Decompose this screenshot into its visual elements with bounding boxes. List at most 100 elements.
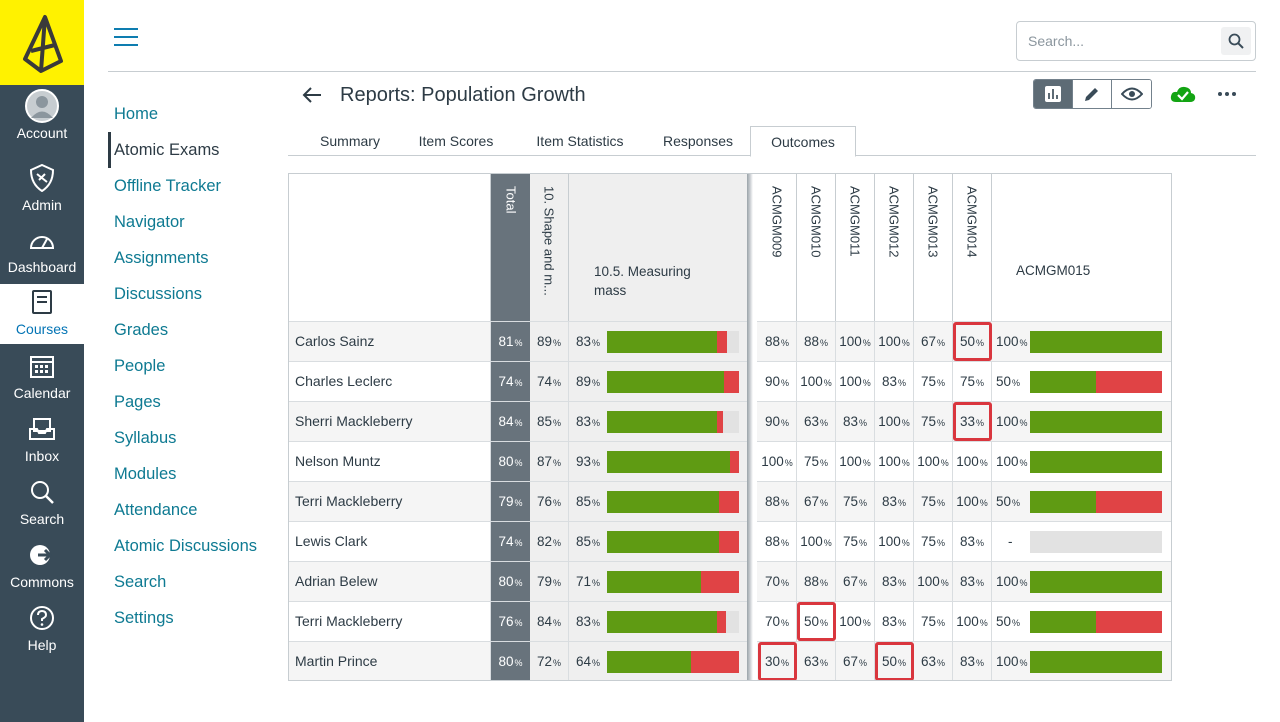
course-nav-atomic-exams[interactable]: Atomic Exams bbox=[108, 132, 278, 168]
outcome-progress-bar bbox=[1030, 531, 1162, 553]
bar-red-segment bbox=[1096, 491, 1162, 513]
student-name[interactable]: Martin Prince bbox=[289, 642, 491, 680]
bar-green-segment bbox=[1030, 331, 1162, 353]
percent-sign: % bbox=[820, 618, 829, 628]
global-nav-calendar[interactable]: Calendar bbox=[0, 348, 84, 411]
tab-responses[interactable]: Responses bbox=[662, 133, 734, 149]
course-nav-assignments[interactable]: Assignments bbox=[114, 249, 209, 267]
course-nav-modules[interactable]: Modules bbox=[114, 465, 177, 483]
back-button[interactable] bbox=[300, 84, 324, 106]
bar-green-segment bbox=[607, 331, 717, 353]
outcome-score-acmgm015: 100% bbox=[992, 322, 1171, 361]
course-nav-syllabus[interactable]: Syllabus bbox=[114, 429, 177, 447]
global-nav-help[interactable]: Help bbox=[0, 600, 84, 663]
percent-sign: % bbox=[823, 538, 832, 548]
percent-sign: % bbox=[553, 458, 562, 468]
student-name[interactable]: Sherri Mackleberry bbox=[289, 402, 491, 441]
course-nav-attendance[interactable]: Attendance bbox=[114, 501, 198, 519]
header-outcome-acmgm014[interactable]: ACMGM014 bbox=[953, 174, 992, 321]
global-nav-courses[interactable]: Courses bbox=[0, 284, 84, 344]
global-nav-dashboard[interactable]: Dashboard bbox=[0, 222, 84, 285]
student-name[interactable]: Nelson Muntz bbox=[289, 442, 491, 481]
cell-value: 83 bbox=[881, 374, 897, 389]
percent-sign: % bbox=[862, 378, 871, 388]
global-nav-label: Commons bbox=[10, 574, 74, 590]
percent-sign: % bbox=[901, 338, 910, 348]
search-icon bbox=[29, 474, 55, 510]
header-outcome-acmgm012[interactable]: ACMGM012 bbox=[875, 174, 914, 321]
outcome-score-acmgm011: 75% bbox=[836, 482, 875, 521]
subgroup-score: 89% bbox=[569, 362, 748, 401]
course-nav-atomic-discussions[interactable]: Atomic Discussions bbox=[114, 537, 258, 555]
header-outcome-acmgm010[interactable]: ACMGM010 bbox=[797, 174, 836, 321]
percent-sign: % bbox=[898, 658, 907, 668]
search-box bbox=[1016, 21, 1256, 61]
global-nav-search[interactable]: Search bbox=[0, 474, 84, 537]
percent-sign: % bbox=[940, 578, 949, 588]
cell-value: - bbox=[1008, 534, 1013, 549]
tab-item-statistics[interactable]: Item Statistics bbox=[536, 133, 624, 149]
course-nav-grades[interactable]: Grades bbox=[114, 321, 169, 339]
search-button[interactable] bbox=[1221, 27, 1251, 55]
global-nav-inbox[interactable]: Inbox bbox=[0, 411, 84, 474]
percent-sign: % bbox=[553, 538, 562, 548]
edit-button[interactable] bbox=[1073, 80, 1112, 108]
header-group[interactable]: 10. Shape and m... bbox=[530, 174, 569, 321]
course-nav-settings[interactable]: Settings bbox=[114, 609, 174, 627]
course-nav-navigator[interactable]: Navigator bbox=[114, 213, 185, 231]
outcome-score-acmgm011: 83% bbox=[836, 402, 875, 441]
global-nav-label: Calendar bbox=[13, 385, 71, 401]
group-score: 74% bbox=[530, 362, 569, 401]
app-logo[interactable] bbox=[0, 0, 84, 85]
course-nav-home[interactable]: Home bbox=[114, 105, 159, 123]
cell-value: 100% bbox=[996, 574, 1028, 589]
outcome-score-acmgm011: 67% bbox=[836, 642, 875, 680]
cell-value: 67 bbox=[842, 574, 858, 589]
course-nav-search[interactable]: Search bbox=[114, 573, 167, 591]
outcome-score-acmgm010: 67% bbox=[797, 482, 836, 521]
header-total-label: Total bbox=[503, 186, 518, 214]
preview-button[interactable] bbox=[1112, 80, 1151, 108]
header-outcome-acmgm011[interactable]: ACMGM011 bbox=[836, 174, 875, 321]
frozen-column-divider[interactable] bbox=[747, 174, 757, 680]
header-total[interactable]: Total bbox=[491, 174, 530, 321]
header-subgroup[interactable]: 10.5. Measuring mass bbox=[569, 174, 748, 321]
header-outcome-label: ACMGM012 bbox=[886, 186, 902, 258]
cell-value: 100% bbox=[996, 414, 1028, 429]
header-outcome-acmgm013[interactable]: ACMGM013 bbox=[914, 174, 953, 321]
student-name[interactable]: Charles Leclerc bbox=[289, 362, 491, 401]
menu-toggle-button[interactable] bbox=[114, 28, 138, 46]
student-name[interactable]: Lewis Clark bbox=[289, 522, 491, 561]
cell-value: 85% bbox=[576, 494, 601, 509]
global-nav-admin[interactable]: Admin bbox=[0, 160, 84, 223]
course-nav-pages[interactable]: Pages bbox=[114, 393, 161, 411]
student-name[interactable]: Carlos Sainz bbox=[289, 322, 491, 361]
tab-item-scores[interactable]: Item Scores bbox=[418, 133, 494, 149]
global-nav-account[interactable]: Account bbox=[0, 88, 84, 151]
outcome-score-acmgm012: 100% bbox=[875, 522, 914, 561]
course-nav-offline-tracker[interactable]: Offline Tracker bbox=[114, 177, 221, 195]
percent-sign: % bbox=[1012, 378, 1021, 388]
student-name[interactable]: Terri Mackleberry bbox=[289, 482, 491, 521]
student-name[interactable]: Adrian Belew bbox=[289, 562, 491, 601]
reports-view-button[interactable] bbox=[1034, 80, 1073, 108]
course-nav-discussions[interactable]: Discussions bbox=[114, 285, 203, 303]
outcome-score-acmgm009: 70% bbox=[758, 602, 797, 641]
course-nav-people[interactable]: People bbox=[114, 357, 166, 375]
header-outcome-acmgm009[interactable]: ACMGM009 bbox=[758, 174, 797, 321]
percent-sign: % bbox=[898, 618, 907, 628]
cell-value: 100 bbox=[917, 574, 940, 589]
tab-outcomes[interactable]: Outcomes bbox=[750, 126, 856, 157]
cell-value: 85 bbox=[536, 414, 552, 429]
bar-green-segment bbox=[607, 411, 717, 433]
student-name[interactable]: Terri Mackleberry bbox=[289, 602, 491, 641]
bar-green-segment bbox=[607, 651, 692, 673]
cell-value: 83 bbox=[881, 494, 897, 509]
header-outcome-acmgm015[interactable]: ACMGM015 bbox=[992, 174, 1171, 321]
tab-summary[interactable]: Summary bbox=[320, 133, 380, 149]
percent-sign: % bbox=[862, 618, 871, 628]
percent-sign: % bbox=[901, 538, 910, 548]
global-nav-commons[interactable]: Commons bbox=[0, 537, 84, 600]
search-input[interactable] bbox=[1018, 23, 1218, 59]
more-options-button[interactable] bbox=[1214, 84, 1240, 104]
